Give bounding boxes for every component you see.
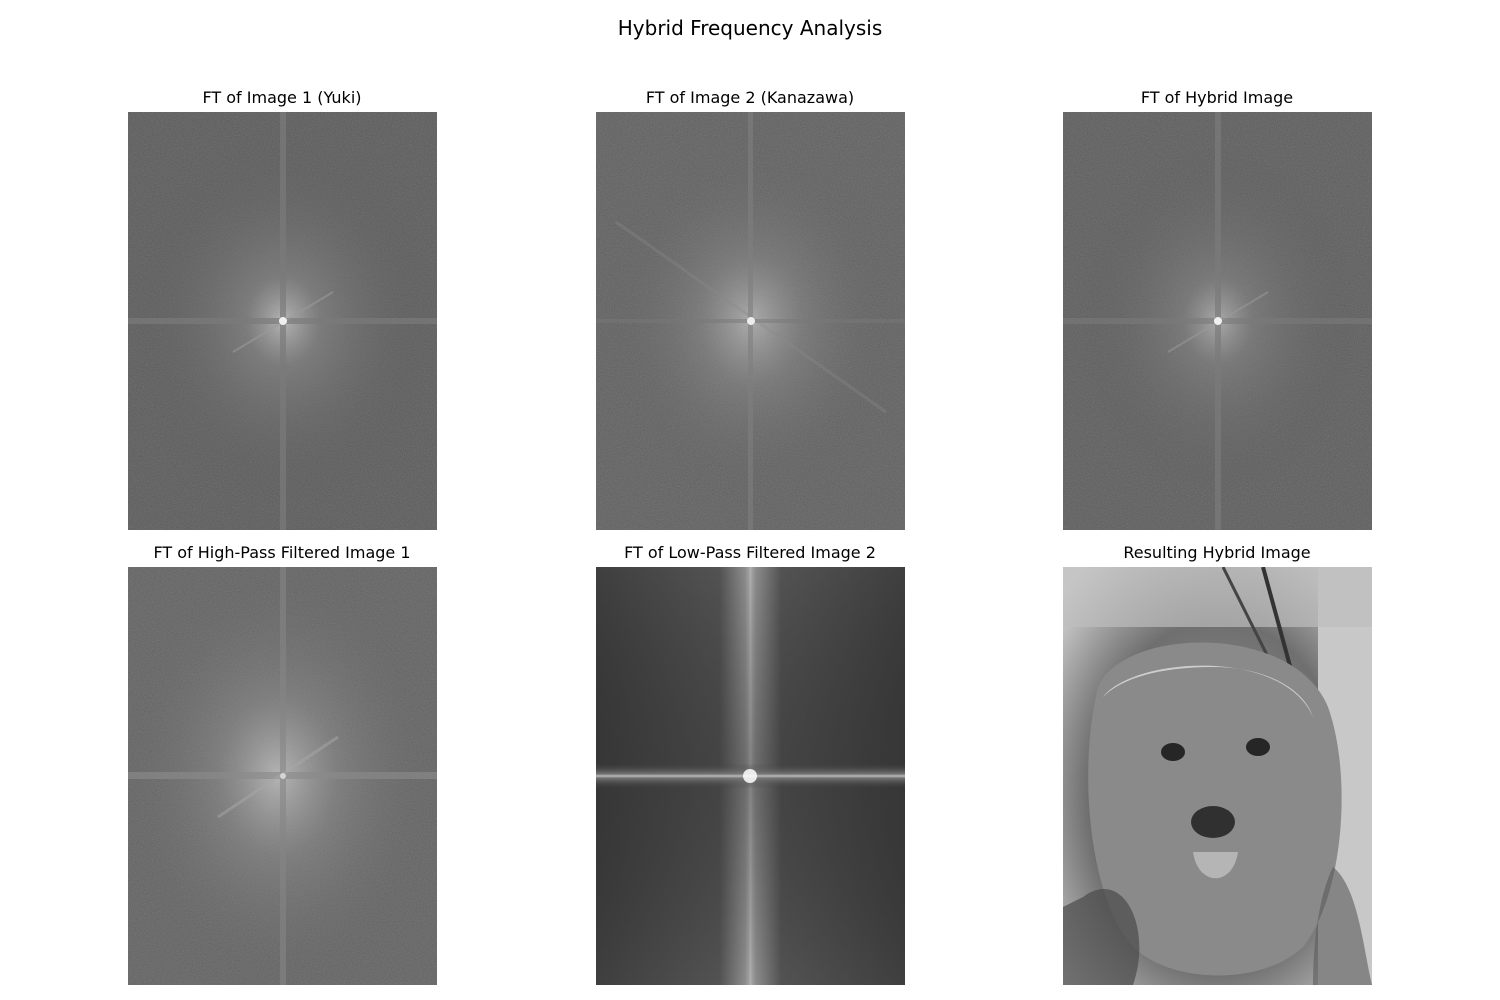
fourier-spectrum-low-pass-image (596, 567, 905, 985)
panel-title-ft-low-pass: FT of Low-Pass Filtered Image 2 (624, 543, 876, 562)
figure-title: Hybrid Frequency Analysis (617, 16, 883, 40)
fourier-spectrum-hybrid-image (1063, 112, 1372, 530)
panel-title-resulting-hybrid: Resulting Hybrid Image (1123, 543, 1311, 562)
panel-title-ft-image-2: FT of Image 2 (Kanazawa) (645, 88, 855, 107)
fourier-spectrum-yuki-image (128, 112, 437, 530)
panel-title-ft-hybrid: FT of Hybrid Image (1140, 88, 1294, 107)
fourier-spectrum-kanazawa-image (596, 112, 905, 530)
panel-title-ft-image-1: FT of Image 1 (Yuki) (202, 88, 362, 107)
panel-title-ft-high-pass: FT of High-Pass Filtered Image 1 (153, 543, 411, 562)
fourier-spectrum-high-pass-image (128, 567, 437, 985)
hybrid-dog-photo (1063, 567, 1372, 985)
